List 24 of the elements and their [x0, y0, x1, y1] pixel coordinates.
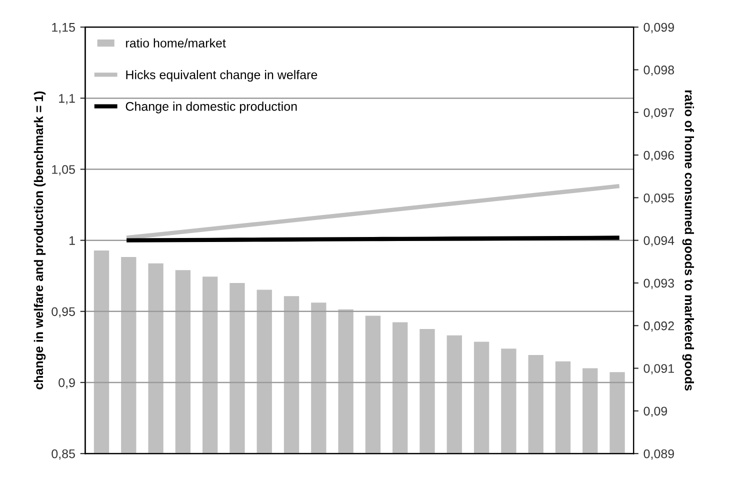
y-tick-label: 1,1: [59, 94, 75, 104]
line-series: [126, 184, 620, 240]
y2-tick-label: 0,099: [644, 22, 674, 34]
y-tick-label: 1,05: [52, 165, 75, 176]
y2-tick-label: 0,09: [644, 406, 668, 418]
y2-tick-label: 0,092: [644, 321, 674, 332]
y-tick-label: 1,15: [52, 23, 75, 34]
y2-tick-label: 0,096: [644, 150, 674, 162]
y2-tick-label: 0,091: [644, 364, 674, 374]
legend-label: ratio home/market: [126, 38, 226, 48]
y2-tick-label: 0,093: [644, 278, 674, 290]
y-tick-label: 1: [69, 236, 75, 245]
y2-tick-label: 0,097: [644, 108, 674, 119]
y2-axis-title: ratio of home consumed goods to marketed goods: [682, 90, 694, 391]
y-tick-label: 0,9: [58, 378, 75, 389]
y2-tick-label: 0,095: [644, 193, 674, 204]
y-tick-label: 0,85: [52, 449, 75, 460]
y2-tick-label: 0,098: [644, 66, 674, 76]
y2-tick-label: 0,089: [644, 449, 674, 460]
y-axis-title: change in welfare and production (benchmark = 1): [34, 91, 46, 390]
y2-tick-label: 0,094: [644, 236, 674, 246]
legend-label: Change in domestic production: [126, 102, 297, 114]
y-tick-label: 0,95: [52, 307, 75, 318]
legend-label: Hicks equivalent change in welfare: [126, 70, 318, 82]
